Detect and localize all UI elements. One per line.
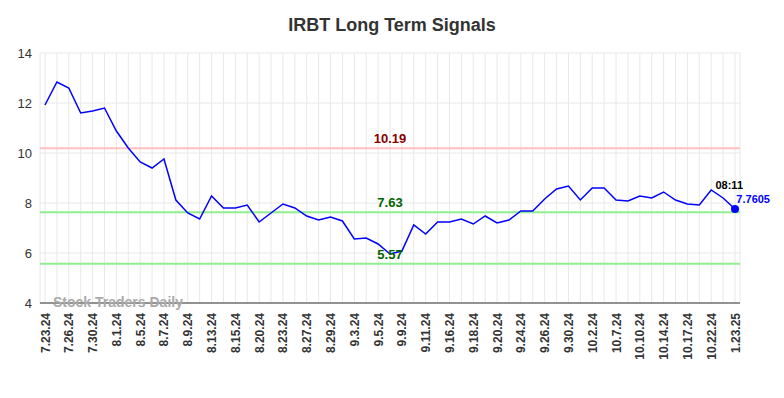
svg-text:10.7.24: 10.7.24 xyxy=(610,313,624,353)
svg-text:10: 10 xyxy=(18,146,32,161)
svg-text:9.24.24: 9.24.24 xyxy=(514,313,528,353)
svg-text:7.30.24: 7.30.24 xyxy=(86,313,100,353)
svg-text:10.19: 10.19 xyxy=(374,131,407,146)
svg-text:8.5.24: 8.5.24 xyxy=(134,313,148,347)
svg-text:7.7605: 7.7605 xyxy=(736,193,770,205)
svg-text:10.14.24: 10.14.24 xyxy=(657,313,671,360)
svg-text:8.29.24: 8.29.24 xyxy=(324,313,338,353)
svg-text:8.13.24: 8.13.24 xyxy=(205,313,219,353)
html-text:IRBT Long Term Signals: IRBT Long Term Signals xyxy=(288,15,496,35)
svg-text:08:11: 08:11 xyxy=(715,179,743,191)
svg-text:5.57: 5.57 xyxy=(377,247,402,262)
svg-text:14: 14 xyxy=(18,46,32,61)
html-text:Stock Traders Daily: Stock Traders Daily xyxy=(53,294,183,310)
svg-text:10.17.24: 10.17.24 xyxy=(681,313,695,360)
svg-text:10.22.24: 10.22.24 xyxy=(705,313,719,360)
svg-text:7.26.24: 7.26.24 xyxy=(62,313,76,353)
svg-text:10.2.24: 10.2.24 xyxy=(586,313,600,353)
svg-text:9.3.24: 9.3.24 xyxy=(348,313,362,347)
svg-text:9.16.24: 9.16.24 xyxy=(443,313,457,353)
svg-text:8.1.24: 8.1.24 xyxy=(110,313,124,347)
svg-text:9.30.24: 9.30.24 xyxy=(562,313,576,353)
svg-text:9.18.24: 9.18.24 xyxy=(467,313,481,353)
svg-text:8.20.24: 8.20.24 xyxy=(253,313,267,353)
svg-text:10.10.24: 10.10.24 xyxy=(633,313,647,360)
svg-text:9.20.24: 9.20.24 xyxy=(491,313,505,353)
svg-text:4: 4 xyxy=(25,296,32,311)
svg-text:8.9.24: 8.9.24 xyxy=(181,313,195,347)
svg-text:9.11.24: 9.11.24 xyxy=(419,313,433,353)
svg-text:7.23.24: 7.23.24 xyxy=(39,313,53,353)
svg-text:9.26.24: 9.26.24 xyxy=(538,313,552,353)
svg-text:8.7.24: 8.7.24 xyxy=(157,313,171,347)
svg-text:1.23.25: 1.23.25 xyxy=(729,313,743,353)
svg-text:9.5.24: 9.5.24 xyxy=(372,313,386,347)
svg-text:9.9.24: 9.9.24 xyxy=(395,313,409,347)
svg-text:8.23.24: 8.23.24 xyxy=(276,313,290,353)
svg-text:12: 12 xyxy=(18,96,32,111)
svg-text:8.15.24: 8.15.24 xyxy=(229,313,243,353)
svg-text:8.27.24: 8.27.24 xyxy=(300,313,314,353)
svg-text:8: 8 xyxy=(25,196,32,211)
svg-text:7.63: 7.63 xyxy=(377,195,402,210)
svg-text:6: 6 xyxy=(25,246,32,261)
